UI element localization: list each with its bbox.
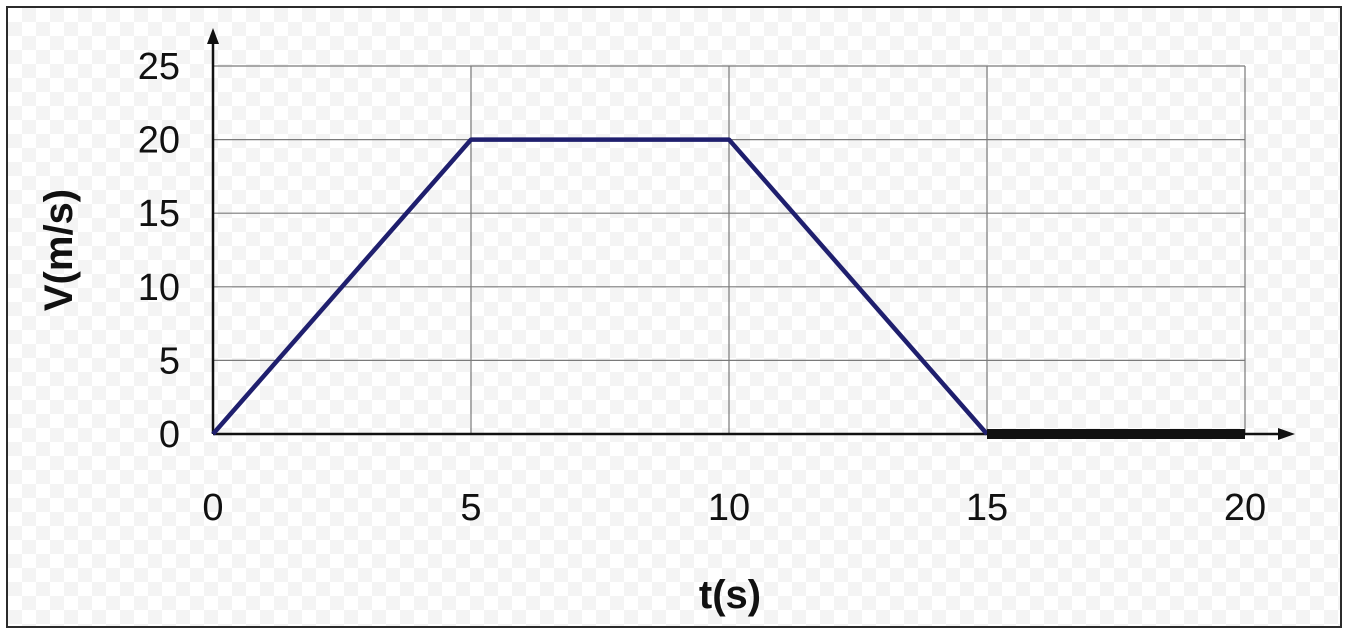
x-axis-arrowhead	[1278, 428, 1295, 440]
x-tick-label: 5	[460, 487, 481, 529]
y-tick-label: 20	[138, 120, 180, 162]
y-tick-label: 0	[159, 414, 180, 456]
axes	[207, 28, 1295, 440]
y-axis-arrowhead	[207, 28, 219, 44]
x-tick-label: 20	[1224, 487, 1266, 529]
series-group	[211, 137, 1245, 439]
x-tick-labels: 0 5 10 15 20	[202, 487, 1266, 529]
x-tick-label: 15	[966, 487, 1008, 529]
x-tick-label: 0	[202, 487, 223, 529]
y-tick-label: 15	[138, 193, 180, 235]
y-axis-title: V(m/s)	[37, 189, 81, 311]
y-tick-label: 10	[138, 267, 180, 309]
chart-frame	[6, 6, 1342, 628]
x-axis-title: t(s)	[699, 573, 761, 617]
y-tick-label: 25	[138, 46, 180, 88]
grid	[212, 65, 1246, 435]
x-tick-label: 10	[708, 487, 750, 529]
y-tick-labels: 0 5 10 15 20 25	[138, 46, 180, 456]
y-tick-label: 5	[159, 340, 180, 382]
velocity-line	[211, 137, 989, 436]
